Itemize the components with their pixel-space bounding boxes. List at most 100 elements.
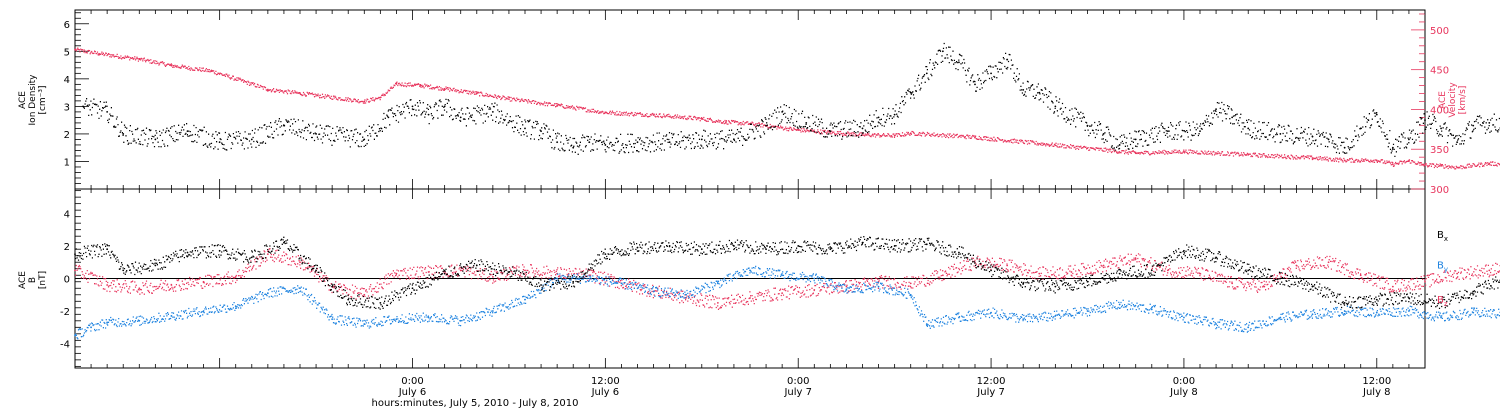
density-axis-title-line: Ion Density	[28, 74, 38, 126]
density-series-point	[1327, 138, 1330, 141]
velocity-series-point	[379, 96, 382, 99]
bz-series-point	[1038, 272, 1041, 275]
density-series-point	[1424, 119, 1426, 122]
bx-series-point	[475, 264, 478, 267]
by-series-point	[74, 334, 76, 337]
by-series	[74, 265, 1500, 340]
density-series-point	[877, 116, 880, 119]
x-tick-time: 0:00	[401, 376, 423, 387]
field-axis-title-line: ACE	[18, 271, 28, 289]
bz-series-point	[1359, 274, 1362, 277]
y-tick-label: 2	[64, 130, 70, 141]
velocity-series-point	[138, 58, 141, 61]
density-series-point	[1006, 58, 1009, 61]
by-series-point	[1279, 316, 1282, 319]
density-axis-title: ACE Ion Density [cm⁻³]	[18, 74, 48, 126]
velocity-series-points	[75, 47, 1500, 170]
legend-sub: z	[1444, 300, 1448, 308]
bz-series-point	[74, 269, 76, 272]
by-series-point	[684, 293, 687, 296]
density-series-point	[861, 127, 864, 130]
bz-series-point	[1006, 264, 1009, 267]
bz-series-point	[781, 292, 784, 295]
by-series-point	[1311, 313, 1314, 316]
by-series-point	[106, 321, 109, 324]
density-series-point	[1408, 138, 1410, 141]
bx-series-point	[186, 251, 189, 254]
by-series-point	[877, 285, 880, 288]
by-series-point	[491, 310, 494, 312]
right-tick-label: 300	[1430, 185, 1449, 196]
bx-series-point	[106, 248, 109, 251]
density-series-point	[1215, 108, 1217, 111]
bx-series-point	[861, 241, 864, 244]
bz-series-point	[1166, 269, 1169, 272]
density-series-point	[154, 138, 157, 141]
by-series-point	[1215, 323, 1217, 325]
bz-series-point	[716, 302, 719, 304]
by-series-point	[716, 282, 719, 285]
by-series-point	[363, 323, 366, 325]
bx-series-point	[1150, 269, 1153, 272]
bx-series-point	[331, 285, 334, 288]
right-tick-label: 450	[1430, 66, 1449, 77]
density-series-point	[122, 133, 125, 135]
bz-series-point	[749, 297, 751, 299]
velocity-series-point	[974, 136, 976, 139]
density-series-point	[1166, 130, 1169, 133]
bz-series-point	[234, 275, 237, 278]
bx-series-point	[1440, 302, 1442, 304]
velocity-series-point	[299, 92, 301, 95]
bx-series-point	[540, 284, 542, 286]
velocity-series-point	[395, 83, 398, 85]
bx-series-point	[508, 271, 510, 273]
density-series-point	[1311, 135, 1314, 138]
bz-series-point	[524, 269, 526, 272]
velocity-series-point	[210, 70, 213, 73]
density-series-point	[765, 124, 767, 127]
velocity-series-point	[170, 64, 173, 67]
by-series-point	[1118, 303, 1121, 306]
velocity-series-point	[556, 104, 559, 107]
density-series-point	[893, 113, 896, 116]
velocity-series-point	[1134, 152, 1137, 155]
x-tick-date: July 7	[783, 387, 812, 398]
velocity-series-point	[652, 114, 655, 116]
by-series-point	[1022, 318, 1025, 321]
by-series-point	[1472, 311, 1475, 314]
right-tick-label: 400	[1430, 105, 1449, 116]
by-series-point	[620, 282, 623, 285]
bx-series	[74, 236, 1500, 310]
density-series-point	[700, 138, 703, 141]
bz-series-point	[1070, 271, 1073, 273]
legend-sub: y	[1444, 266, 1448, 274]
bz-series-point	[266, 253, 269, 255]
bx-series-points	[75, 236, 1500, 310]
bz-series-point	[202, 280, 205, 283]
legend-bx: Bx	[1437, 230, 1448, 243]
y-tick-label: 2	[64, 242, 70, 253]
by-series-point	[299, 287, 301, 290]
velocity-axis-title-line: [km/s]	[1458, 86, 1468, 115]
density-series-point	[1038, 91, 1041, 94]
density-series-point	[1086, 124, 1089, 127]
density-series-point	[909, 91, 912, 94]
density-series-point	[829, 130, 832, 133]
velocity-series	[74, 47, 1500, 170]
by-series-point	[1343, 310, 1346, 312]
bx-series-point	[1343, 302, 1346, 304]
density-series-point	[540, 130, 542, 133]
bz-series-point	[1391, 285, 1394, 288]
by-series-point	[524, 298, 526, 301]
velocity-axis-title-line: Velocity	[1448, 82, 1458, 118]
legend-bz: Bz	[1437, 295, 1448, 308]
density-series-point	[990, 72, 992, 75]
legend-sub: x	[1444, 235, 1448, 243]
velocity-series-point	[1424, 164, 1426, 167]
velocity-series-point	[893, 134, 896, 137]
y-tick-label: 5	[64, 47, 70, 58]
by-series-point	[1054, 315, 1057, 317]
density-series-point	[1440, 127, 1442, 130]
x-tick-time: 0:00	[787, 376, 809, 387]
